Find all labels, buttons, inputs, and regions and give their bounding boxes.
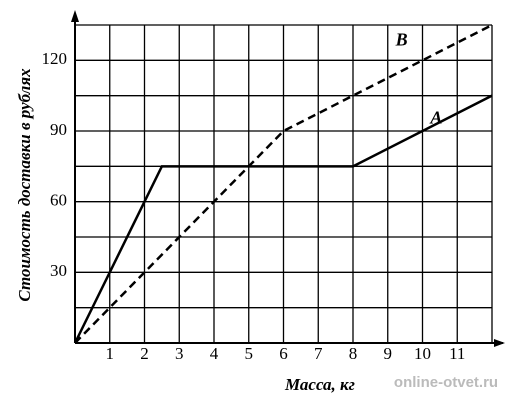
y-tick-label: 120 [42,49,68,68]
series-label: B [395,30,408,50]
x-tick-label: 5 [245,344,254,363]
x-tick-label: 3 [175,344,184,363]
x-tick-label: 1 [106,344,115,363]
x-tick-label: 11 [449,344,465,363]
x-tick-label: 7 [314,344,323,363]
x-tick-label: 2 [140,344,149,363]
x-axis-label: Масса, кг [284,375,355,394]
y-tick-label: 60 [50,191,67,210]
x-tick-label: 4 [210,344,219,363]
x-tick-label: 9 [384,344,393,363]
x-tick-label: 8 [349,344,358,363]
series-line [73,94,493,344]
y-tick-label: 30 [50,261,67,280]
watermark: online-otvet.ru [394,374,498,391]
y-axis-label: Стоимость доставки в рублях [15,68,34,302]
x-tick-label: 6 [279,344,288,363]
y-tick-label: 90 [50,120,67,139]
x-tick-label: 10 [414,344,431,363]
x-arrow [494,339,505,347]
y-arrow [71,10,79,22]
series-label: A [429,107,442,127]
